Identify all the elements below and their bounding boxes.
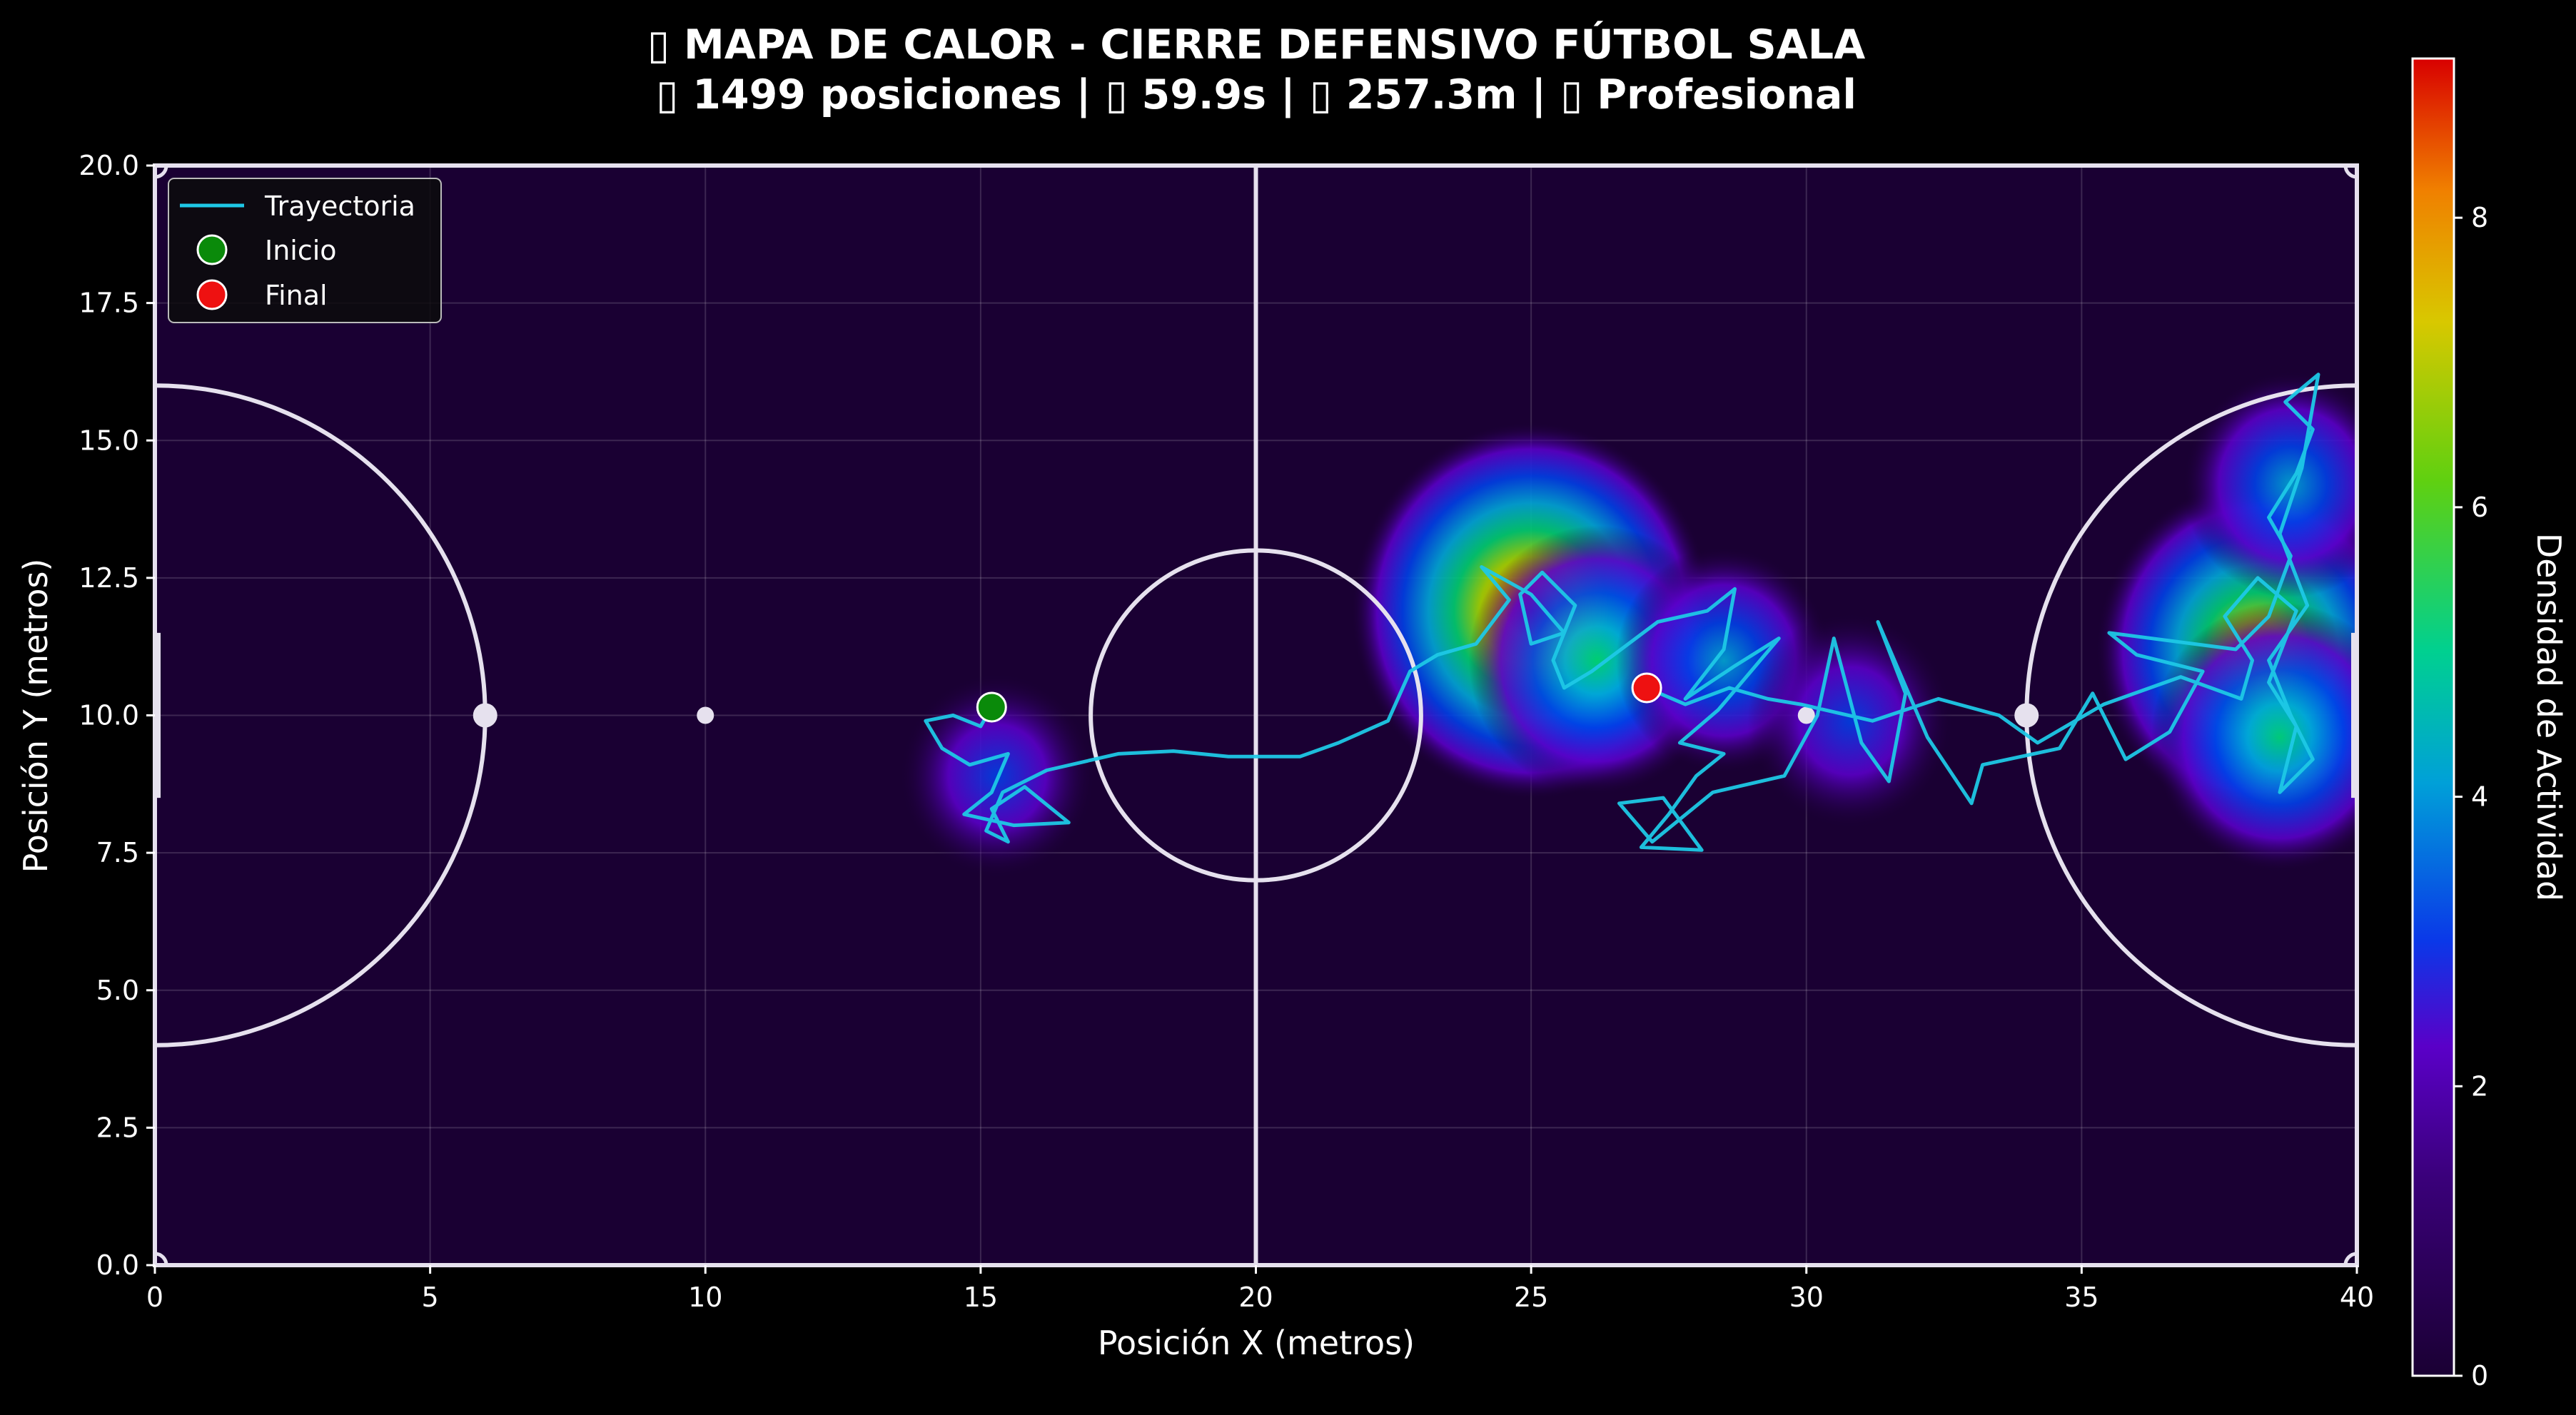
center-circle: [1089, 548, 1423, 883]
heat-hotspot: [1747, 613, 1954, 829]
end-marker: [1631, 672, 1662, 704]
y-axis-label: Posición Y (metros): [16, 559, 55, 873]
x-tick-label: 15: [964, 1282, 998, 1313]
y-tick-label: 0.0: [96, 1249, 139, 1281]
penalty-spot: [473, 703, 497, 728]
trajectory-line: [924, 372, 2320, 852]
y-tick-label: 12.5: [79, 562, 139, 594]
y-tick-label: 15.0: [79, 425, 139, 456]
colorbar-gradient: [2411, 57, 2455, 1377]
legend-end-label: Final: [265, 280, 328, 311]
y-tick-label: 20.0: [79, 150, 139, 181]
x-tick-label: 25: [1514, 1282, 1548, 1313]
legend-start-swatch: [196, 234, 228, 265]
penalty-spot: [697, 706, 714, 724]
x-tick-label: 35: [2064, 1282, 2098, 1313]
y-tick-label: 17.5: [79, 288, 139, 319]
colorbar-tick-label: 2: [2471, 1070, 2488, 1102]
y-tick-label: 7.5: [96, 837, 139, 868]
y-tick-label: 2.5: [96, 1112, 139, 1143]
axis-ticks: 0 5 10 15 20 25 30 35 40 0.0 2.5 5.0 7.5 10.0 12.5 15.0…: [79, 150, 2374, 1313]
x-axis-label: Posición X (metros): [1098, 1324, 1415, 1362]
x-tick-label: 0: [146, 1282, 163, 1313]
trajectory-layer: [924, 372, 2320, 852]
title-line-1: ▯ MAPA DE CALOR - CIERRE DEFENSIVO FÚTBO…: [647, 21, 1866, 69]
penalty-spot: [1797, 706, 1815, 724]
legend: Trayectoria Inicio Final: [168, 178, 442, 323]
colorbar-tick-label: 6: [2471, 492, 2488, 523]
legend-trajectory-label: Trayectoria: [264, 191, 415, 222]
marker-layer: [976, 672, 1662, 723]
x-tick-label: 5: [422, 1282, 439, 1313]
title-line-2: ▯ 1499 posiciones | ▯ 59.9s | ▯ 257.3m |…: [656, 71, 1857, 118]
colorbar: 0 2 4 6 8 Densidad de Actividad: [2411, 57, 2568, 1391]
colorbar-ticks: 0 2 4 6 8: [2454, 202, 2488, 1391]
legend-end-swatch: [196, 279, 228, 310]
colorbar-tick-label: 0: [2471, 1360, 2488, 1391]
colorbar-tick-label: 8: [2471, 202, 2488, 233]
y-tick-label: 10.0: [79, 700, 139, 731]
colorbar-tick-label: 4: [2471, 781, 2488, 813]
penalty-spot: [2014, 703, 2039, 728]
x-tick-label: 20: [1238, 1282, 1273, 1313]
x-tick-label: 40: [2340, 1282, 2374, 1313]
y-tick-label: 5.0: [96, 975, 139, 1006]
legend-start-label: Inicio: [265, 235, 337, 266]
start-marker: [976, 691, 1007, 723]
legend-box: [168, 178, 442, 323]
colorbar-label: Densidad de Actividad: [2530, 533, 2568, 901]
x-tick-label: 30: [1789, 1282, 1824, 1313]
chart-title: ▯ MAPA DE CALOR - CIERRE DEFENSIVO FÚTBO…: [0, 20, 2512, 120]
x-tick-label: 10: [688, 1282, 722, 1313]
